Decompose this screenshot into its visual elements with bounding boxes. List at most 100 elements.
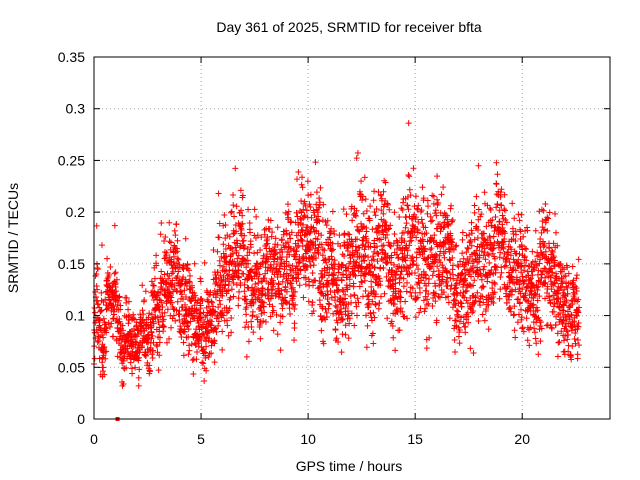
data-point [397,305,404,312]
data-point [558,328,565,335]
data-point [515,311,522,318]
data-point [163,339,170,346]
data-point [214,248,221,255]
data-point [301,198,308,205]
data-point [234,240,241,247]
data-point [125,298,132,305]
data-point [436,252,443,259]
data-point [517,228,524,235]
data-point [343,211,350,218]
data-point [562,332,569,339]
data-point [345,230,352,237]
data-point [215,322,222,329]
data-point [358,265,365,272]
data-point [318,327,325,334]
data-point [378,207,385,214]
data-point [256,271,263,278]
data-point [106,323,113,330]
data-point [338,277,345,284]
data-point [104,255,111,262]
data-point [194,299,201,306]
data-point [434,225,441,232]
data-point [203,367,210,374]
data-point [238,207,245,214]
data-point [480,252,487,259]
data-point [447,286,454,293]
data-point [369,253,376,260]
data-point [165,275,172,282]
data-point [526,342,533,349]
data-point [398,236,405,243]
data-point [155,367,162,374]
data-point [214,269,221,276]
data-point [273,311,280,318]
data-point [135,382,142,389]
data-point [389,323,396,330]
data-point [174,298,181,305]
data-point [410,258,417,265]
data-point [407,289,414,296]
data-point [366,301,373,308]
data-point [335,266,342,273]
data-point [328,294,335,301]
data-point [216,234,223,241]
data-point [508,274,515,281]
data-point [565,348,572,355]
data-point [356,188,363,195]
data-point [399,206,406,213]
y-tick-label: 0.15 [58,256,85,272]
data-point [426,265,433,272]
data-point [216,220,223,227]
data-point [187,318,194,325]
data-point [346,315,353,322]
data-point [537,278,544,285]
data-point [170,253,177,260]
data-point [433,196,440,203]
data-point [305,192,312,199]
data-point [228,208,235,215]
data-point [237,280,244,287]
data-point [196,340,203,347]
data-point [94,266,101,273]
x-tick-label: 0 [90,431,98,447]
data-point [479,311,486,318]
data-point [184,319,191,326]
data-point [487,206,494,213]
data-point [147,325,154,332]
data-point [458,303,465,310]
data-point [430,268,437,275]
data-point [456,318,463,325]
data-point [358,278,365,285]
data-point [199,297,206,304]
data-point [110,333,117,340]
data-point [548,265,555,272]
data-point [475,258,482,265]
data-point [551,257,558,264]
data-point [321,247,328,254]
data-point [462,329,469,336]
data-point [257,302,264,309]
data-point [414,205,421,212]
data-point [454,290,461,297]
data-point [420,268,427,275]
data-point [569,343,576,350]
data-point [562,311,569,318]
data-point [307,262,314,269]
data-point [248,318,255,325]
data-point [159,285,166,292]
data-point [312,159,319,166]
data-point [268,287,275,294]
data-point [392,285,399,292]
data-point [203,343,210,350]
data-point [496,226,503,233]
data-point [386,225,393,232]
data-point [325,291,332,298]
data-point [228,314,235,321]
data-point [456,327,463,334]
data-point [555,295,562,302]
data-point [161,271,168,278]
data-point [558,283,565,290]
data-point [432,251,439,258]
data-point [504,293,511,300]
data-point [377,293,384,300]
